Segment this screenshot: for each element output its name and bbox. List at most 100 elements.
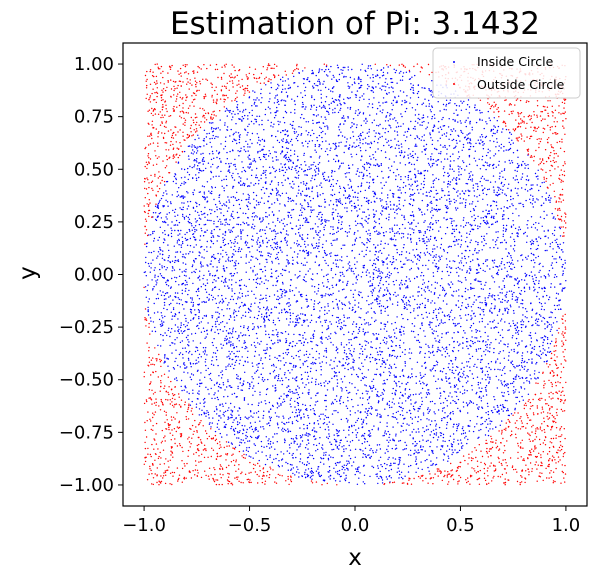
inside-point [288, 298, 290, 300]
inside-point [457, 366, 459, 369]
inside-point [366, 355, 368, 357]
inside-point [322, 83, 324, 85]
inside-point [458, 306, 460, 308]
inside-point [219, 404, 221, 406]
inside-point [474, 224, 476, 226]
inside-point [425, 143, 428, 146]
inside-point [500, 188, 502, 190]
inside-point [391, 406, 393, 408]
inside-point [327, 459, 330, 461]
inside-point [366, 143, 369, 145]
inside-point [369, 155, 371, 157]
inside-point [390, 366, 392, 368]
inside-point [359, 411, 361, 414]
inside-point [252, 191, 255, 194]
inside-point [167, 244, 169, 246]
inside-point [499, 292, 501, 294]
inside-point [295, 165, 297, 168]
inside-point [431, 139, 434, 141]
inside-point [245, 212, 247, 215]
inside-point [171, 260, 174, 262]
inside-point [339, 442, 341, 444]
inside-point [376, 276, 379, 279]
inside-point [369, 240, 371, 243]
inside-point [354, 240, 356, 242]
inside-point [283, 398, 285, 400]
inside-point [403, 342, 405, 344]
inside-point [224, 110, 227, 112]
inside-point [281, 383, 283, 386]
inside-point [241, 295, 244, 297]
inside-point [423, 252, 426, 254]
inside-point [211, 341, 214, 344]
inside-point [459, 246, 462, 248]
inside-point [417, 267, 419, 269]
inside-point [307, 365, 309, 368]
inside-point [203, 257, 205, 259]
inside-point [177, 260, 180, 263]
inside-point [394, 147, 397, 149]
inside-point [328, 435, 331, 437]
inside-point [193, 236, 196, 239]
inside-point [178, 353, 181, 356]
inside-point [477, 408, 480, 410]
inside-point [160, 345, 162, 347]
inside-point [323, 104, 325, 107]
inside-point [225, 136, 227, 138]
inside-point [418, 393, 420, 395]
inside-point [342, 162, 344, 164]
inside-point [431, 449, 433, 452]
inside-point [369, 386, 372, 388]
inside-point [477, 407, 479, 409]
inside-point [283, 289, 285, 291]
inside-point [481, 241, 483, 243]
inside-point [520, 202, 522, 204]
inside-point [287, 260, 289, 262]
inside-point [179, 207, 181, 209]
inside-point [502, 406, 505, 409]
inside-point [369, 259, 371, 261]
inside-point [538, 236, 540, 238]
inside-point [295, 177, 298, 179]
inside-point [461, 305, 463, 307]
inside-point [313, 362, 316, 364]
inside-point [256, 232, 258, 235]
inside-point [355, 96, 357, 99]
inside-point [230, 162, 232, 165]
inside-point [484, 303, 487, 306]
inside-point [487, 376, 489, 378]
inside-point [375, 298, 377, 301]
inside-point [281, 311, 283, 314]
inside-point [404, 362, 406, 364]
inside-point [410, 399, 412, 401]
inside-point [326, 416, 328, 419]
inside-point [255, 412, 258, 414]
inside-point [338, 78, 340, 81]
inside-point [324, 220, 326, 222]
inside-point [477, 139, 479, 141]
inside-point [301, 207, 303, 209]
inside-point [235, 346, 238, 348]
inside-point [153, 240, 155, 242]
inside-point [558, 247, 560, 249]
inside-point [329, 232, 331, 235]
inside-point [168, 296, 170, 298]
inside-point [281, 309, 283, 311]
inside-point [372, 74, 374, 76]
inside-point [214, 392, 216, 394]
inside-point [231, 231, 233, 233]
inside-point [208, 270, 210, 272]
inside-point [247, 361, 249, 363]
inside-point [529, 241, 532, 243]
inside-point [359, 368, 361, 371]
inside-point [238, 182, 240, 184]
inside-point [288, 158, 291, 161]
inside-point [536, 240, 538, 243]
inside-point [432, 311, 435, 314]
inside-point [497, 406, 499, 408]
inside-point [229, 365, 232, 367]
inside-point [312, 337, 315, 339]
inside-point [305, 434, 307, 436]
inside-point [487, 339, 489, 341]
inside-point [372, 290, 375, 292]
